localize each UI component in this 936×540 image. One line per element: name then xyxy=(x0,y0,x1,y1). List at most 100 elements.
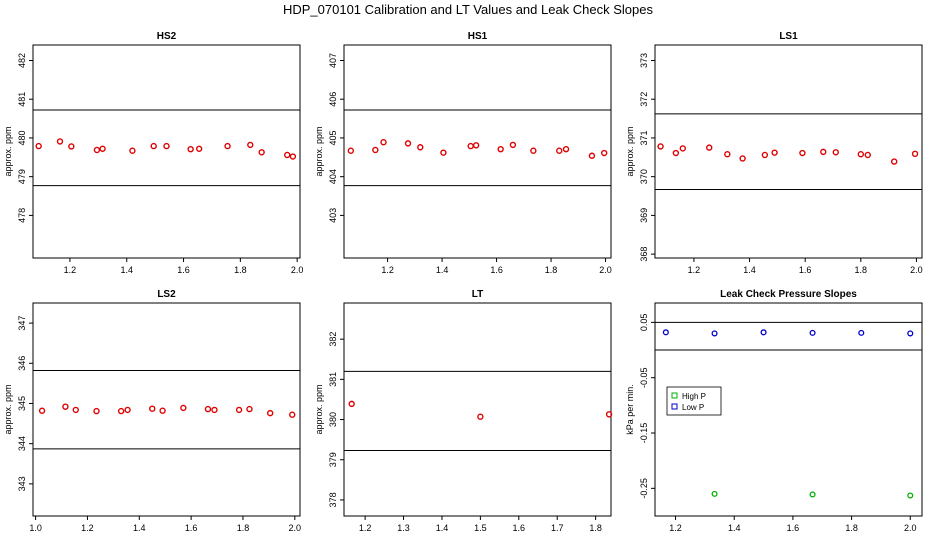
data-point xyxy=(672,149,680,157)
data-point xyxy=(204,405,212,413)
x-tick-label: 1.6 xyxy=(513,523,526,533)
data-point xyxy=(477,413,484,420)
x-tick-label: 1.7 xyxy=(551,523,564,533)
data-point xyxy=(289,153,297,160)
y-tick-label: 371 xyxy=(639,130,649,145)
x-tick-label: 1.5 xyxy=(474,523,487,533)
y-tick-label: 370 xyxy=(639,169,649,184)
data-point xyxy=(600,149,608,157)
x-tick-label: 2.0 xyxy=(910,265,923,275)
data-point xyxy=(706,144,713,151)
y-axis-label: approx. ppm xyxy=(625,126,635,176)
x-tick-label: 1.2 xyxy=(81,523,94,533)
x-tick-label: 1.4 xyxy=(436,523,449,533)
x-tick-label: 2.0 xyxy=(289,523,302,533)
data-point xyxy=(347,147,355,154)
legend-box xyxy=(666,386,722,416)
data-point xyxy=(497,145,504,153)
x-tick-label: 1.4 xyxy=(133,523,146,533)
data-point xyxy=(246,405,253,413)
x-tick-label: 1.8 xyxy=(237,523,250,533)
x-tick-label: 1.0 xyxy=(29,523,42,533)
y-tick-label: 0.05 xyxy=(639,314,649,332)
data-point xyxy=(99,145,106,152)
data-point xyxy=(588,152,596,159)
data-point xyxy=(417,144,424,151)
data-point xyxy=(799,149,806,157)
x-tick-label: 1.4 xyxy=(436,265,449,275)
x-tick-label: 1.2 xyxy=(359,523,372,533)
plot-frame xyxy=(343,302,612,517)
data-point xyxy=(289,411,296,418)
data-point xyxy=(163,142,170,150)
x-tick-label: 1.2 xyxy=(688,265,701,275)
y-tick-label: 480 xyxy=(17,130,27,145)
data-point-low-p xyxy=(760,329,767,336)
x-tick-label: 1.2 xyxy=(381,265,394,275)
data-point xyxy=(129,147,136,154)
data-point xyxy=(556,147,563,154)
data-point xyxy=(35,142,42,150)
x-tick-label: 1.6 xyxy=(787,523,800,533)
chart-panel-5: Leak Check Pressure Slopes kPa per min. 1.… xyxy=(625,289,923,533)
y-tick-label: 347 xyxy=(17,316,27,331)
data-point xyxy=(771,149,778,156)
chart-title: HS2 xyxy=(157,31,177,42)
figure-title: HDP_070101 Calibration and LT Values and… xyxy=(282,2,654,17)
data-point xyxy=(739,155,746,162)
data-point-high-p xyxy=(907,492,914,499)
data-point xyxy=(235,406,243,414)
data-point-low-p xyxy=(662,329,669,336)
data-point-low-p xyxy=(858,329,865,336)
data-point xyxy=(224,142,231,150)
data-point xyxy=(124,406,131,414)
y-tick-label: 405 xyxy=(328,130,338,145)
y-tick-label: 403 xyxy=(328,208,338,223)
plot-frame xyxy=(654,302,923,517)
x-tick-label: 1.8 xyxy=(589,523,602,533)
data-point xyxy=(266,409,274,417)
data-point xyxy=(509,141,517,149)
data-point xyxy=(724,151,731,158)
data-point xyxy=(404,140,412,147)
data-point xyxy=(472,142,480,149)
data-point-low-p xyxy=(809,329,816,336)
legend-marker-low-p xyxy=(671,403,678,410)
data-point xyxy=(832,149,839,156)
x-tick-label: 1.2 xyxy=(64,265,77,275)
data-point xyxy=(467,142,474,150)
data-point xyxy=(820,148,827,156)
chart-title: Leak Check Pressure Slopes xyxy=(720,289,857,300)
x-tick-label: 2.0 xyxy=(291,265,304,275)
x-tick-label: 1.6 xyxy=(490,265,503,275)
y-tick-label: 381 xyxy=(328,372,338,387)
data-point xyxy=(159,407,166,414)
data-point xyxy=(911,150,919,158)
x-tick-label: 1.6 xyxy=(177,265,190,275)
x-tick-label: 2.0 xyxy=(904,523,917,533)
y-tick-label: 379 xyxy=(328,452,338,467)
plot-frame xyxy=(654,44,923,259)
y-tick-label: 479 xyxy=(17,169,27,184)
y-tick-label: 478 xyxy=(17,208,27,223)
data-point xyxy=(864,151,871,159)
data-point xyxy=(380,139,387,146)
x-tick-label: 1.6 xyxy=(799,265,812,275)
x-tick-label: 1.8 xyxy=(855,265,868,275)
y-tick-label: 343 xyxy=(17,476,27,491)
data-point xyxy=(679,145,687,152)
plot-frame xyxy=(32,302,301,517)
legend-label: Low P xyxy=(682,403,704,412)
y-tick-label: 481 xyxy=(17,92,27,107)
data-point xyxy=(247,141,254,149)
data-point xyxy=(284,151,291,159)
legend-label: High P xyxy=(682,392,706,401)
y-axis-label: approx. ppm xyxy=(314,384,324,434)
y-axis-label: approx. ppm xyxy=(3,384,13,434)
y-tick-label: 346 xyxy=(17,356,27,371)
data-point xyxy=(372,146,379,154)
data-point xyxy=(187,145,194,153)
data-point xyxy=(117,407,125,415)
y-tick-label: 378 xyxy=(328,492,338,507)
